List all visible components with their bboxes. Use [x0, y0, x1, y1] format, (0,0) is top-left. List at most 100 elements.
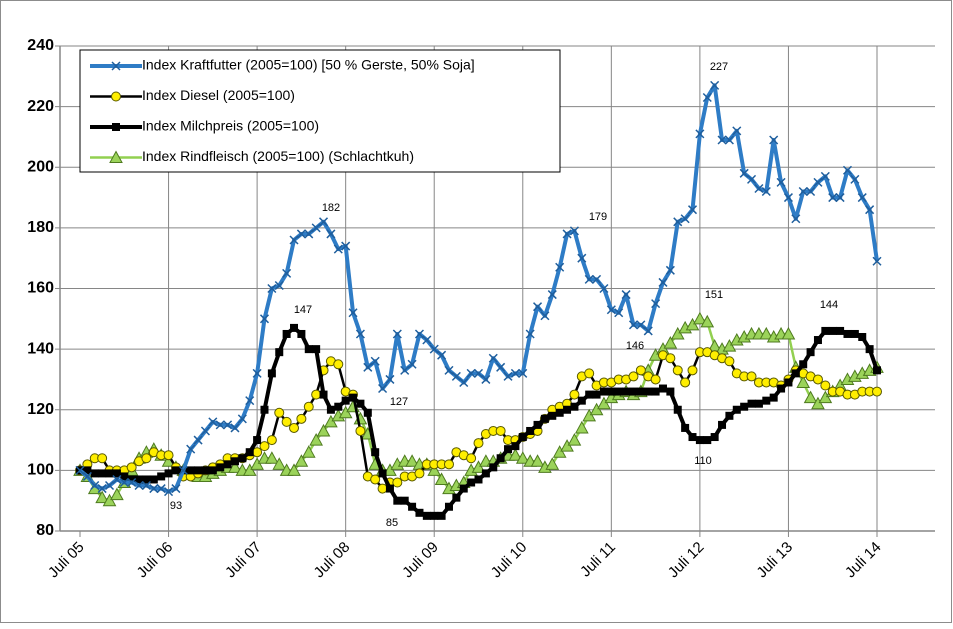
- marker: [643, 326, 653, 336]
- marker: [245, 396, 255, 406]
- marker: [781, 326, 796, 340]
- marker: [466, 453, 477, 464]
- marker: [429, 344, 439, 354]
- marker: [710, 80, 720, 90]
- marker: [569, 226, 579, 236]
- marker: [560, 439, 574, 452]
- y-tick-label: 220: [27, 98, 54, 115]
- marker: [370, 474, 381, 485]
- marker: [496, 454, 505, 463]
- marker: [510, 368, 520, 378]
- marker: [282, 329, 291, 338]
- marker: [97, 484, 107, 494]
- marker: [545, 457, 560, 470]
- marker: [582, 408, 597, 422]
- marker: [194, 466, 203, 475]
- annotation: 127: [390, 396, 408, 408]
- marker: [820, 171, 830, 181]
- marker: [570, 402, 579, 411]
- legend-box: [79, 49, 561, 173]
- marker: [104, 481, 115, 491]
- marker: [636, 387, 645, 396]
- marker: [673, 217, 683, 227]
- marker: [635, 365, 646, 376]
- marker: [324, 414, 338, 428]
- marker: [695, 436, 704, 445]
- marker: [872, 386, 882, 397]
- marker: [547, 290, 557, 300]
- marker: [725, 411, 734, 420]
- marker: [865, 205, 875, 215]
- marker: [526, 426, 535, 435]
- legend-label: Index Milchpreis (2005=100): [142, 118, 319, 134]
- marker: [142, 475, 151, 484]
- marker: [252, 368, 262, 378]
- marker: [355, 425, 366, 436]
- marker: [459, 484, 468, 493]
- marker: [702, 93, 712, 103]
- legend: Index Kraftfutter (2005=100) [50 % Gerst…: [79, 49, 561, 173]
- marker: [149, 484, 159, 494]
- marker: [658, 277, 668, 287]
- marker: [363, 408, 372, 417]
- marker: [687, 205, 698, 215]
- marker: [622, 387, 631, 396]
- marker: [739, 168, 749, 178]
- marker: [688, 433, 697, 442]
- marker: [796, 375, 811, 388]
- marker: [873, 366, 881, 375]
- marker: [842, 165, 853, 175]
- marker: [134, 481, 144, 491]
- marker: [540, 311, 550, 321]
- marker: [740, 402, 749, 411]
- marker: [274, 280, 284, 290]
- marker: [341, 241, 351, 251]
- marker: [407, 359, 417, 369]
- marker: [414, 468, 425, 479]
- marker: [237, 414, 247, 424]
- y-tick-label: 240: [27, 37, 54, 54]
- marker: [223, 420, 233, 430]
- marker: [589, 402, 604, 416]
- marker: [422, 335, 432, 345]
- marker: [488, 353, 498, 363]
- marker: [650, 374, 661, 385]
- marker: [294, 454, 309, 467]
- marker: [282, 268, 292, 278]
- marker: [400, 496, 409, 505]
- marker: [208, 466, 217, 475]
- marker: [567, 433, 582, 446]
- marker: [466, 368, 476, 378]
- marker: [312, 345, 321, 354]
- annotation: 146: [626, 340, 644, 352]
- marker: [415, 508, 424, 517]
- marker: [724, 135, 734, 145]
- marker: [644, 387, 653, 396]
- marker: [777, 384, 786, 393]
- marker: [371, 448, 380, 457]
- marker: [628, 371, 639, 382]
- marker: [427, 463, 442, 476]
- marker: [363, 362, 373, 372]
- marker: [665, 265, 675, 275]
- marker: [858, 333, 867, 341]
- marker: [163, 450, 174, 461]
- marker: [164, 487, 174, 497]
- marker: [109, 150, 123, 163]
- marker: [473, 438, 484, 449]
- marker: [90, 469, 99, 478]
- marker: [574, 420, 589, 434]
- marker: [530, 454, 545, 467]
- marker: [296, 229, 306, 239]
- marker: [444, 365, 454, 375]
- marker: [164, 469, 173, 478]
- marker: [489, 463, 498, 472]
- annotation: 85: [386, 517, 398, 529]
- marker: [806, 348, 815, 357]
- marker: [434, 472, 449, 485]
- marker: [112, 474, 122, 484]
- marker: [318, 217, 329, 227]
- marker: [105, 469, 114, 478]
- marker: [651, 387, 660, 396]
- marker: [309, 433, 323, 446]
